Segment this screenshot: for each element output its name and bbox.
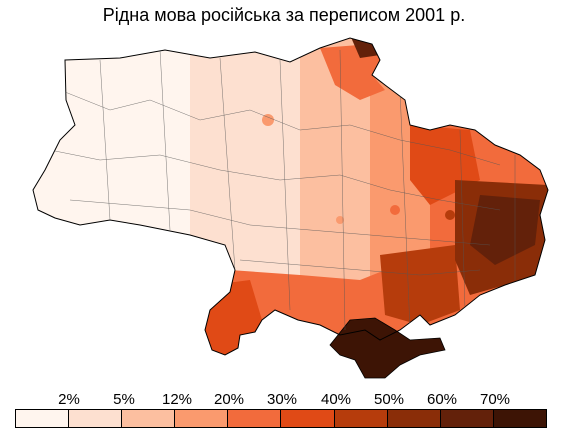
legend-swatch	[281, 410, 335, 427]
legend-label-2: 2%	[58, 391, 80, 408]
district-borders	[49, 49, 516, 331]
legend-swatch	[387, 410, 441, 427]
city-dot	[336, 216, 344, 224]
zone-zaporizhzhia	[380, 245, 460, 325]
legend-label-5: 5%	[113, 391, 135, 408]
legend-swatch	[16, 410, 70, 427]
country-outline	[32, 37, 549, 356]
legend-label-30: 30%	[266, 391, 298, 408]
legend-labels: 2% 5% 12% 20% 30% 40% 50% 60% 70%	[0, 391, 568, 409]
legend-swatch	[175, 410, 229, 427]
legend-swatch	[69, 410, 123, 427]
legend-swatch	[334, 410, 388, 427]
legend-label-20: 20%	[213, 391, 245, 408]
city-dot	[390, 205, 400, 215]
crimea-region	[329, 317, 446, 379]
zone-sumy-border	[320, 44, 385, 100]
legend-swatch	[440, 410, 494, 427]
legend-label-12: 12%	[161, 391, 193, 408]
legend-swatch	[228, 410, 282, 427]
legend-swatch	[493, 410, 546, 427]
city-dot	[262, 114, 274, 126]
ukraine-map	[32, 37, 549, 379]
zone-donbas-core	[470, 195, 540, 265]
legend-label-50: 50%	[373, 391, 405, 408]
legend-color-scale	[15, 409, 547, 428]
city-dot	[445, 210, 455, 220]
map-title: Рідна мова російська за переписом 2001 р…	[102, 5, 466, 25]
legend-swatch	[122, 410, 176, 427]
legend-label-40: 40%	[320, 391, 352, 408]
legend-label-70: 70%	[479, 391, 511, 408]
legend-label-60: 60%	[426, 391, 458, 408]
